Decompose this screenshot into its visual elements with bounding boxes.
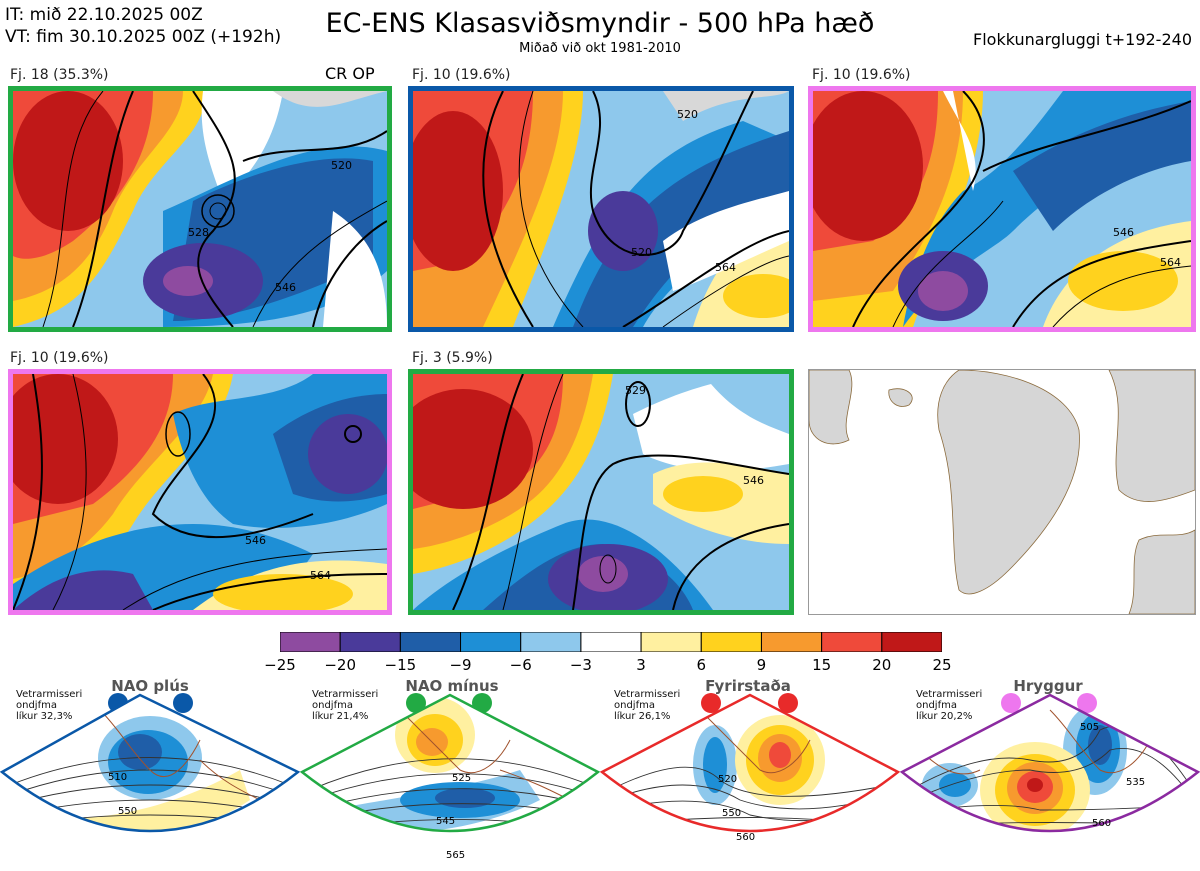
regime-2-title: NAO mínus [405,677,499,695]
svg-text:546: 546 [743,474,764,487]
svg-text:564: 564 [310,569,331,582]
svg-text:564: 564 [1160,256,1181,269]
colorbar-segment [399,632,462,652]
colorbar-tick-label: −20 [324,656,356,674]
regime-4-contour-505: 505 [1080,722,1099,733]
regime-map-nao-minus[interactable]: 525 545 565 [300,690,600,870]
colorbar-segment [339,632,401,652]
regime-4-contour-535: 535 [1126,777,1145,788]
classification-window: Flokkunargluggi t+192-240 [973,30,1192,49]
regime-3-contour-560: 560 [736,832,755,843]
regime-4-title: Hryggur [1013,677,1083,695]
colorbar-segment [580,632,642,652]
colorbar-tick-label: 3 [636,656,646,674]
colorbar-segment [881,632,942,652]
colorbar-segment [700,632,762,652]
colorbar-tick-label: −25 [264,656,296,674]
regime-1-contour-510: 510 [108,772,127,783]
regime-3-dot-right [778,693,798,713]
svg-text:520: 520 [677,108,698,121]
regime-1-contour-550: 550 [118,806,137,817]
regime-4-dot-right [1077,693,1097,713]
cluster-map-4[interactable]: 546 564 [8,369,392,615]
regime-1-dot-right [173,693,193,713]
regime-4-info: Vetrarmisseri ondjfma líkur 20,2% [916,689,983,722]
anomaly-colorbar [280,632,942,652]
regime-2-contour-545: 545 [436,816,455,827]
svg-text:564: 564 [715,261,736,274]
regime-3-title: Fyrirstaða [705,677,791,695]
svg-text:546: 546 [275,281,296,294]
regime-2-info: Vetrarmisseri ondjfma líkur 21,4% [312,689,379,722]
cluster-map-2[interactable]: 520 520 564 [408,86,794,332]
colorbar-tick-label: 9 [756,656,767,674]
svg-text:546: 546 [1113,226,1134,239]
cluster-map-3[interactable]: 546 564 [808,86,1196,332]
regime-3-contour-520: 520 [718,774,737,785]
regime-4-dot-left [1001,693,1021,713]
svg-text:528: 528 [188,226,209,239]
svg-text:520: 520 [331,159,352,172]
colorbar-segment [760,632,823,652]
colorbar-tick-label: 20 [872,656,892,674]
colorbar-tick-label: −15 [384,656,417,674]
regime-2-contour-565: 565 [446,850,465,861]
colorbar-tick-label: −9 [449,656,472,674]
panel-3-label: Fj. 10 (19.6%) [812,67,911,83]
regime-2-dot-left [406,693,426,713]
colorbar-tick-label: 15 [812,656,832,674]
regime-3-info: Vetrarmisseri ondjfma líkur 26,1% [614,689,681,722]
regime-map-blocking[interactable]: 520 550 560 [600,690,900,870]
regime-2-contour-525: 525 [452,773,471,784]
panel-1-label: Fj. 18 (35.3%) [10,67,109,83]
cluster-map-5[interactable]: 529 546 [408,369,794,615]
regime-1-info: Vetrarmisseri ondjfma líkur 32,3% [16,689,83,722]
page-subtitle: Miðað við okt 1981-2010 [519,41,681,56]
regime-map-ridge[interactable]: 505 535 560 [900,690,1200,870]
colorbar-segment [821,632,883,652]
regime-3-contour-550: 550 [722,808,741,819]
panel-5-label: Fj. 3 (5.9%) [412,350,493,366]
colorbar-segment [520,632,582,652]
cluster-map-1[interactable]: 520 528 546 [8,86,392,332]
svg-text:520: 520 [631,246,652,259]
page-title: EC-ENS Klasasviðsmyndir - 500 hPa hæð [325,8,875,39]
regime-1-title: NAO plús [111,677,189,695]
panel-2-label: Fj. 10 (19.6%) [412,67,511,83]
panel-1-tag: CR OP [325,64,375,83]
regime-4-contour-560: 560 [1092,818,1111,829]
colorbar-segment [640,632,702,652]
initial-time: IT: mið 22.10.2025 00Z [5,5,203,25]
colorbar-tick-label: −6 [509,656,532,674]
colorbar-segment [460,632,522,652]
panel-4-label: Fj. 10 (19.6%) [10,350,109,366]
valid-time: VT: fim 30.10.2025 00Z (+192h) [5,27,282,47]
run-info: IT: mið 22.10.2025 00Z VT: fim 30.10.202… [5,4,281,48]
colorbar-tick-label: −3 [569,656,592,674]
blank-map [808,369,1196,615]
colorbar-tick-label: 6 [696,656,707,674]
svg-text:529: 529 [625,384,646,397]
regime-map-nao-plus[interactable]: 510 550 [0,690,300,870]
colorbar-segment [280,632,341,652]
svg-text:546: 546 [245,534,266,547]
regime-3-dot-left [701,693,721,713]
colorbar-tick-label: 25 [932,656,952,674]
